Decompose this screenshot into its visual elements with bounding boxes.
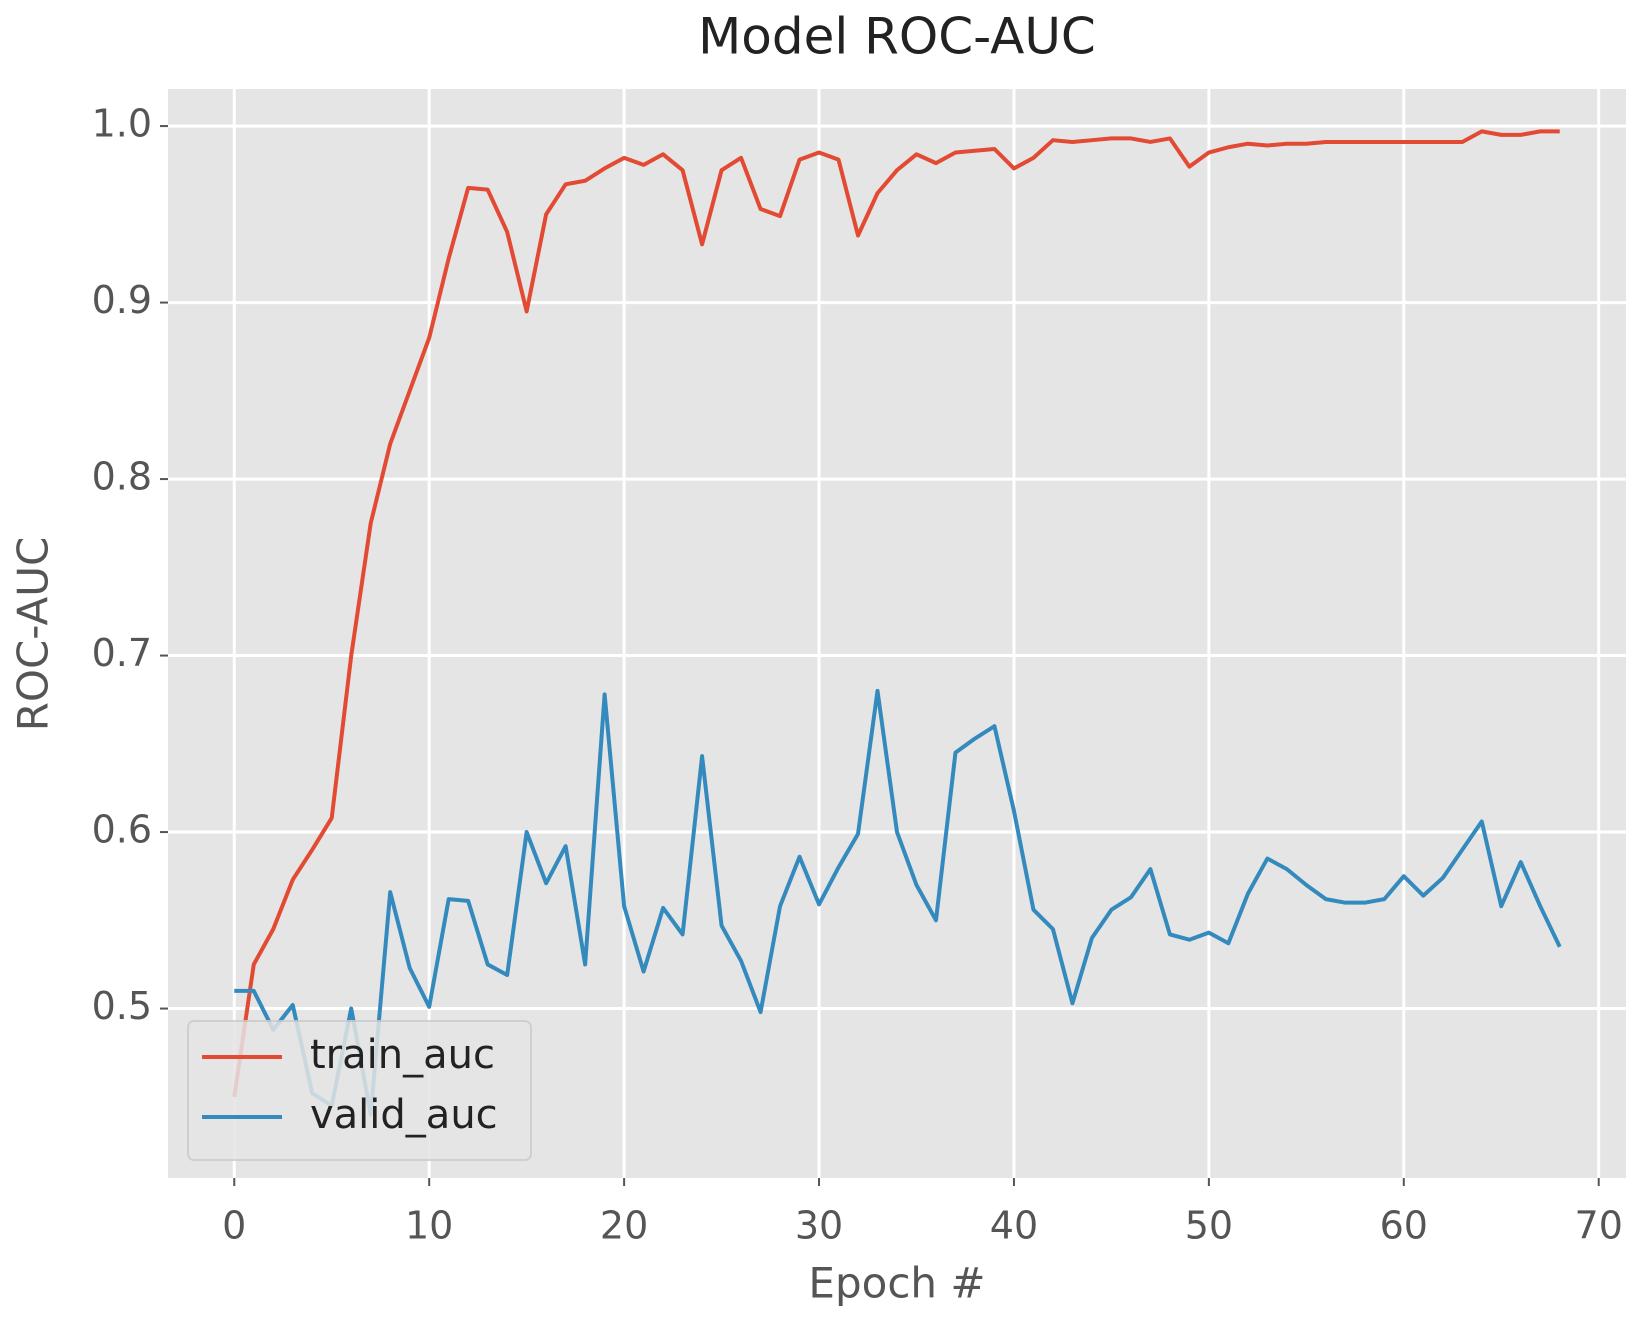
- x-tick-label: 40: [990, 1204, 1038, 1248]
- plot-area: [168, 89, 1626, 1178]
- x-tick-label: 70: [1575, 1204, 1623, 1248]
- legend-label: valid_auc: [310, 1092, 498, 1138]
- y-axis-label: ROC-AUC: [9, 537, 58, 732]
- data-line: [234, 688, 1562, 1117]
- y-tick-label: 1.0: [92, 102, 152, 146]
- x-tick-label: 30: [795, 1204, 843, 1248]
- y-tick-label: 0.8: [92, 455, 152, 499]
- y-tick-label: 0.6: [92, 808, 152, 852]
- y-tick-label: 0.9: [92, 278, 152, 322]
- chart-title: Model ROC-AUC: [698, 8, 1096, 66]
- y-tick-label: 0.5: [92, 984, 152, 1028]
- y-tick-label: 0.7: [92, 631, 152, 675]
- x-tick-label: 0: [222, 1204, 246, 1248]
- x-tick-label: 50: [1185, 1204, 1233, 1248]
- x-tick-label: 20: [600, 1204, 648, 1248]
- x-tick-label: 60: [1380, 1204, 1428, 1248]
- legend-label: train_auc: [310, 1032, 495, 1078]
- data-line: [232, 129, 1560, 1098]
- x-tick-label: 10: [405, 1204, 453, 1248]
- x-axis-label: Epoch #: [808, 1259, 985, 1308]
